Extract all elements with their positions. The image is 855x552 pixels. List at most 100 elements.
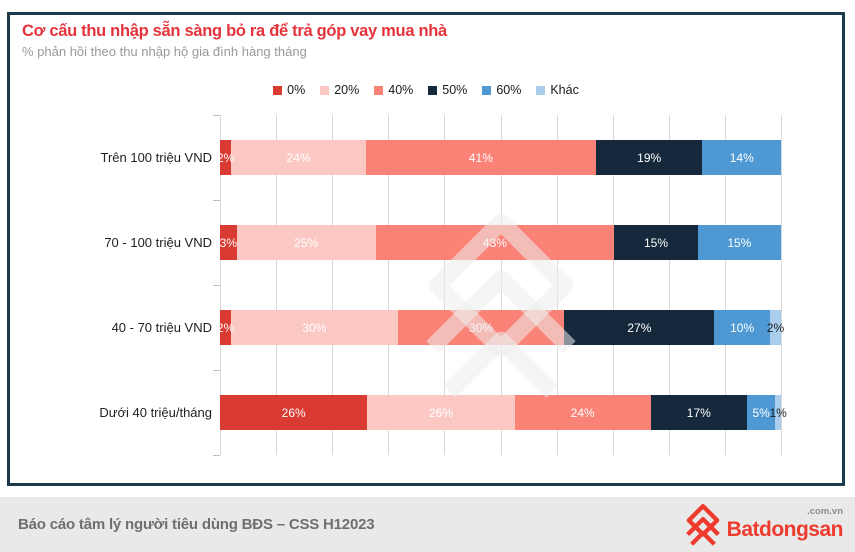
legend-label: Khác (550, 83, 579, 97)
legend-item: 50% (428, 83, 467, 97)
legend-swatch-icon (320, 85, 330, 95)
gridline (388, 115, 390, 455)
bar-segment-value: 15% (727, 235, 752, 250)
footer: Báo cáo tâm lý người tiêu dùng BĐS – CSS… (0, 497, 855, 552)
brand-text: .com.vn Batdongsan (726, 505, 844, 541)
legend-swatch-icon (536, 85, 546, 95)
chart-box: Cơ cấu thu nhập sẵn sàng bỏ ra để trả gó… (7, 12, 845, 486)
legend-label: 60% (496, 83, 522, 97)
brand-name: Batdongsan (726, 517, 844, 541)
bar-segment: 27% (564, 310, 715, 345)
legend-item: 0% (273, 83, 305, 97)
bar-segment: 17% (650, 395, 747, 430)
batdongsan-logo-icon (685, 503, 720, 546)
legend-label: 20% (334, 83, 360, 97)
bar-segment-value: 1% (769, 405, 787, 420)
axis-tick (213, 455, 220, 456)
legend-swatch-icon (428, 85, 438, 95)
legend-label: 0% (287, 83, 306, 97)
gridline (724, 115, 726, 455)
gridline (612, 115, 614, 455)
bar-segment: 19% (595, 140, 703, 175)
bar-segment: 2% (216, 310, 235, 345)
bar-segment: 14% (702, 140, 782, 175)
bar-segment: 30% (231, 310, 398, 345)
gridline (220, 115, 221, 455)
bar-segment-value: 5% (752, 405, 770, 420)
brand-block: .com.vn Batdongsan (683, 503, 844, 547)
bar-segment-value: 24% (286, 150, 311, 165)
legend-swatch-icon (482, 85, 492, 95)
bar-row: 3% 25% 43% 15% 15% (220, 200, 781, 285)
brand-suffix: .com.vn (807, 505, 843, 517)
axis-tick (213, 285, 220, 286)
bar-segment-value: 2% (216, 150, 235, 165)
category-label: Dưới 40 triệu/tháng (99, 405, 212, 420)
chart-subtitle: % phản hồi theo thu nhập hộ gia đình hàn… (22, 44, 307, 59)
bar-segment: 26% (220, 395, 368, 430)
bar-segment-value: 26% (281, 405, 306, 420)
legend-item: 60% (482, 83, 521, 97)
legend-item: 40% (374, 83, 413, 97)
bar-segment: 10% (714, 310, 770, 345)
gridline (781, 115, 782, 455)
bar-segment-value: 27% (627, 320, 652, 335)
bar-segment-value: 24% (570, 405, 595, 420)
bar-segment: 5% (746, 395, 776, 430)
bar-segment: 30% (397, 310, 565, 345)
gridline (276, 115, 278, 455)
legend-item: 20% (320, 83, 359, 97)
bar-segment-value: 30% (469, 320, 494, 335)
bar-segment-value: 2% (216, 320, 235, 335)
plot-area: 2% 24% 41% 19% 14% 3% 25% 43% 15% 15% 2% 30% 30% 27% 1… (213, 115, 787, 456)
legend-item: Khác (536, 83, 579, 97)
bar-segment-value: 17% (686, 405, 711, 420)
category-label: 70 - 100 triệu VND (104, 235, 212, 250)
stacked-bar: 3% 25% 43% 15% 15% (220, 225, 781, 260)
bar-segment-value: 15% (644, 235, 669, 250)
bar-row: 2% 30% 30% 27% 10% 2% (216, 285, 785, 370)
bar-segment: 24% (231, 140, 366, 175)
axis-tick (213, 200, 220, 201)
bar-segment-value: 25% (294, 235, 319, 250)
bar-segment: 43% (375, 225, 615, 260)
chart-title: Cơ cấu thu nhập sẵn sàng bỏ ra để trả gó… (22, 22, 447, 40)
bar-segment: 25% (236, 225, 376, 260)
bar-segment: 1% (769, 395, 787, 430)
bar-segment-value: 19% (637, 150, 662, 165)
bar-segment: 26% (367, 395, 515, 430)
category-axis-labels: Trên 100 triệu VND 70 - 100 triệu VND 40 -… (16, 115, 212, 455)
bar-segment-value: 2% (766, 320, 785, 335)
gridline (332, 115, 334, 455)
bar-segment-value: 43% (482, 235, 507, 250)
bar-segment: 24% (514, 395, 651, 430)
bar-segment-value: 3% (219, 235, 237, 250)
bar-segment-value: 10% (730, 320, 755, 335)
footer-source-text: Báo cáo tâm lý người tiêu dùng BĐS – CSS… (18, 516, 375, 533)
bar-segment: 41% (365, 140, 596, 175)
axis-tick (213, 115, 220, 116)
legend-swatch-icon (273, 85, 283, 95)
legend: 0% 20% 40% 50% 60% Khác (10, 83, 842, 97)
category-label: 40 - 70 triệu VND (111, 320, 212, 335)
gridline (668, 115, 670, 455)
legend-swatch-icon (374, 85, 384, 95)
stacked-bar: 26% 26% 24% 17% 5% 1% (220, 395, 787, 430)
bar-segment: 15% (614, 225, 698, 260)
bar-segment: 15% (697, 225, 781, 260)
bar-segment-value: 14% (729, 150, 754, 165)
bar-segment-value: 26% (428, 405, 453, 420)
axis-tick (213, 370, 220, 371)
bar-segment-value: 30% (302, 320, 327, 335)
bar-row: 2% 24% 41% 19% 14% (216, 115, 782, 200)
bar-segment: 3% (220, 225, 237, 260)
category-label: Trên 100 triệu VND (100, 150, 212, 165)
legend-label: 40% (388, 83, 414, 97)
legend-label: 50% (442, 83, 468, 97)
bar-rows: 2% 24% 41% 19% 14% 3% 25% 43% 15% 15% 2% 30% 30% 27% 1… (216, 115, 787, 455)
bar-segment-value: 41% (468, 150, 493, 165)
stacked-bar: 2% 24% 41% 19% 14% (216, 140, 782, 175)
bar-row: 26% 26% 24% 17% 5% 1% (220, 370, 787, 455)
stacked-bar: 2% 30% 30% 27% 10% 2% (216, 310, 785, 345)
